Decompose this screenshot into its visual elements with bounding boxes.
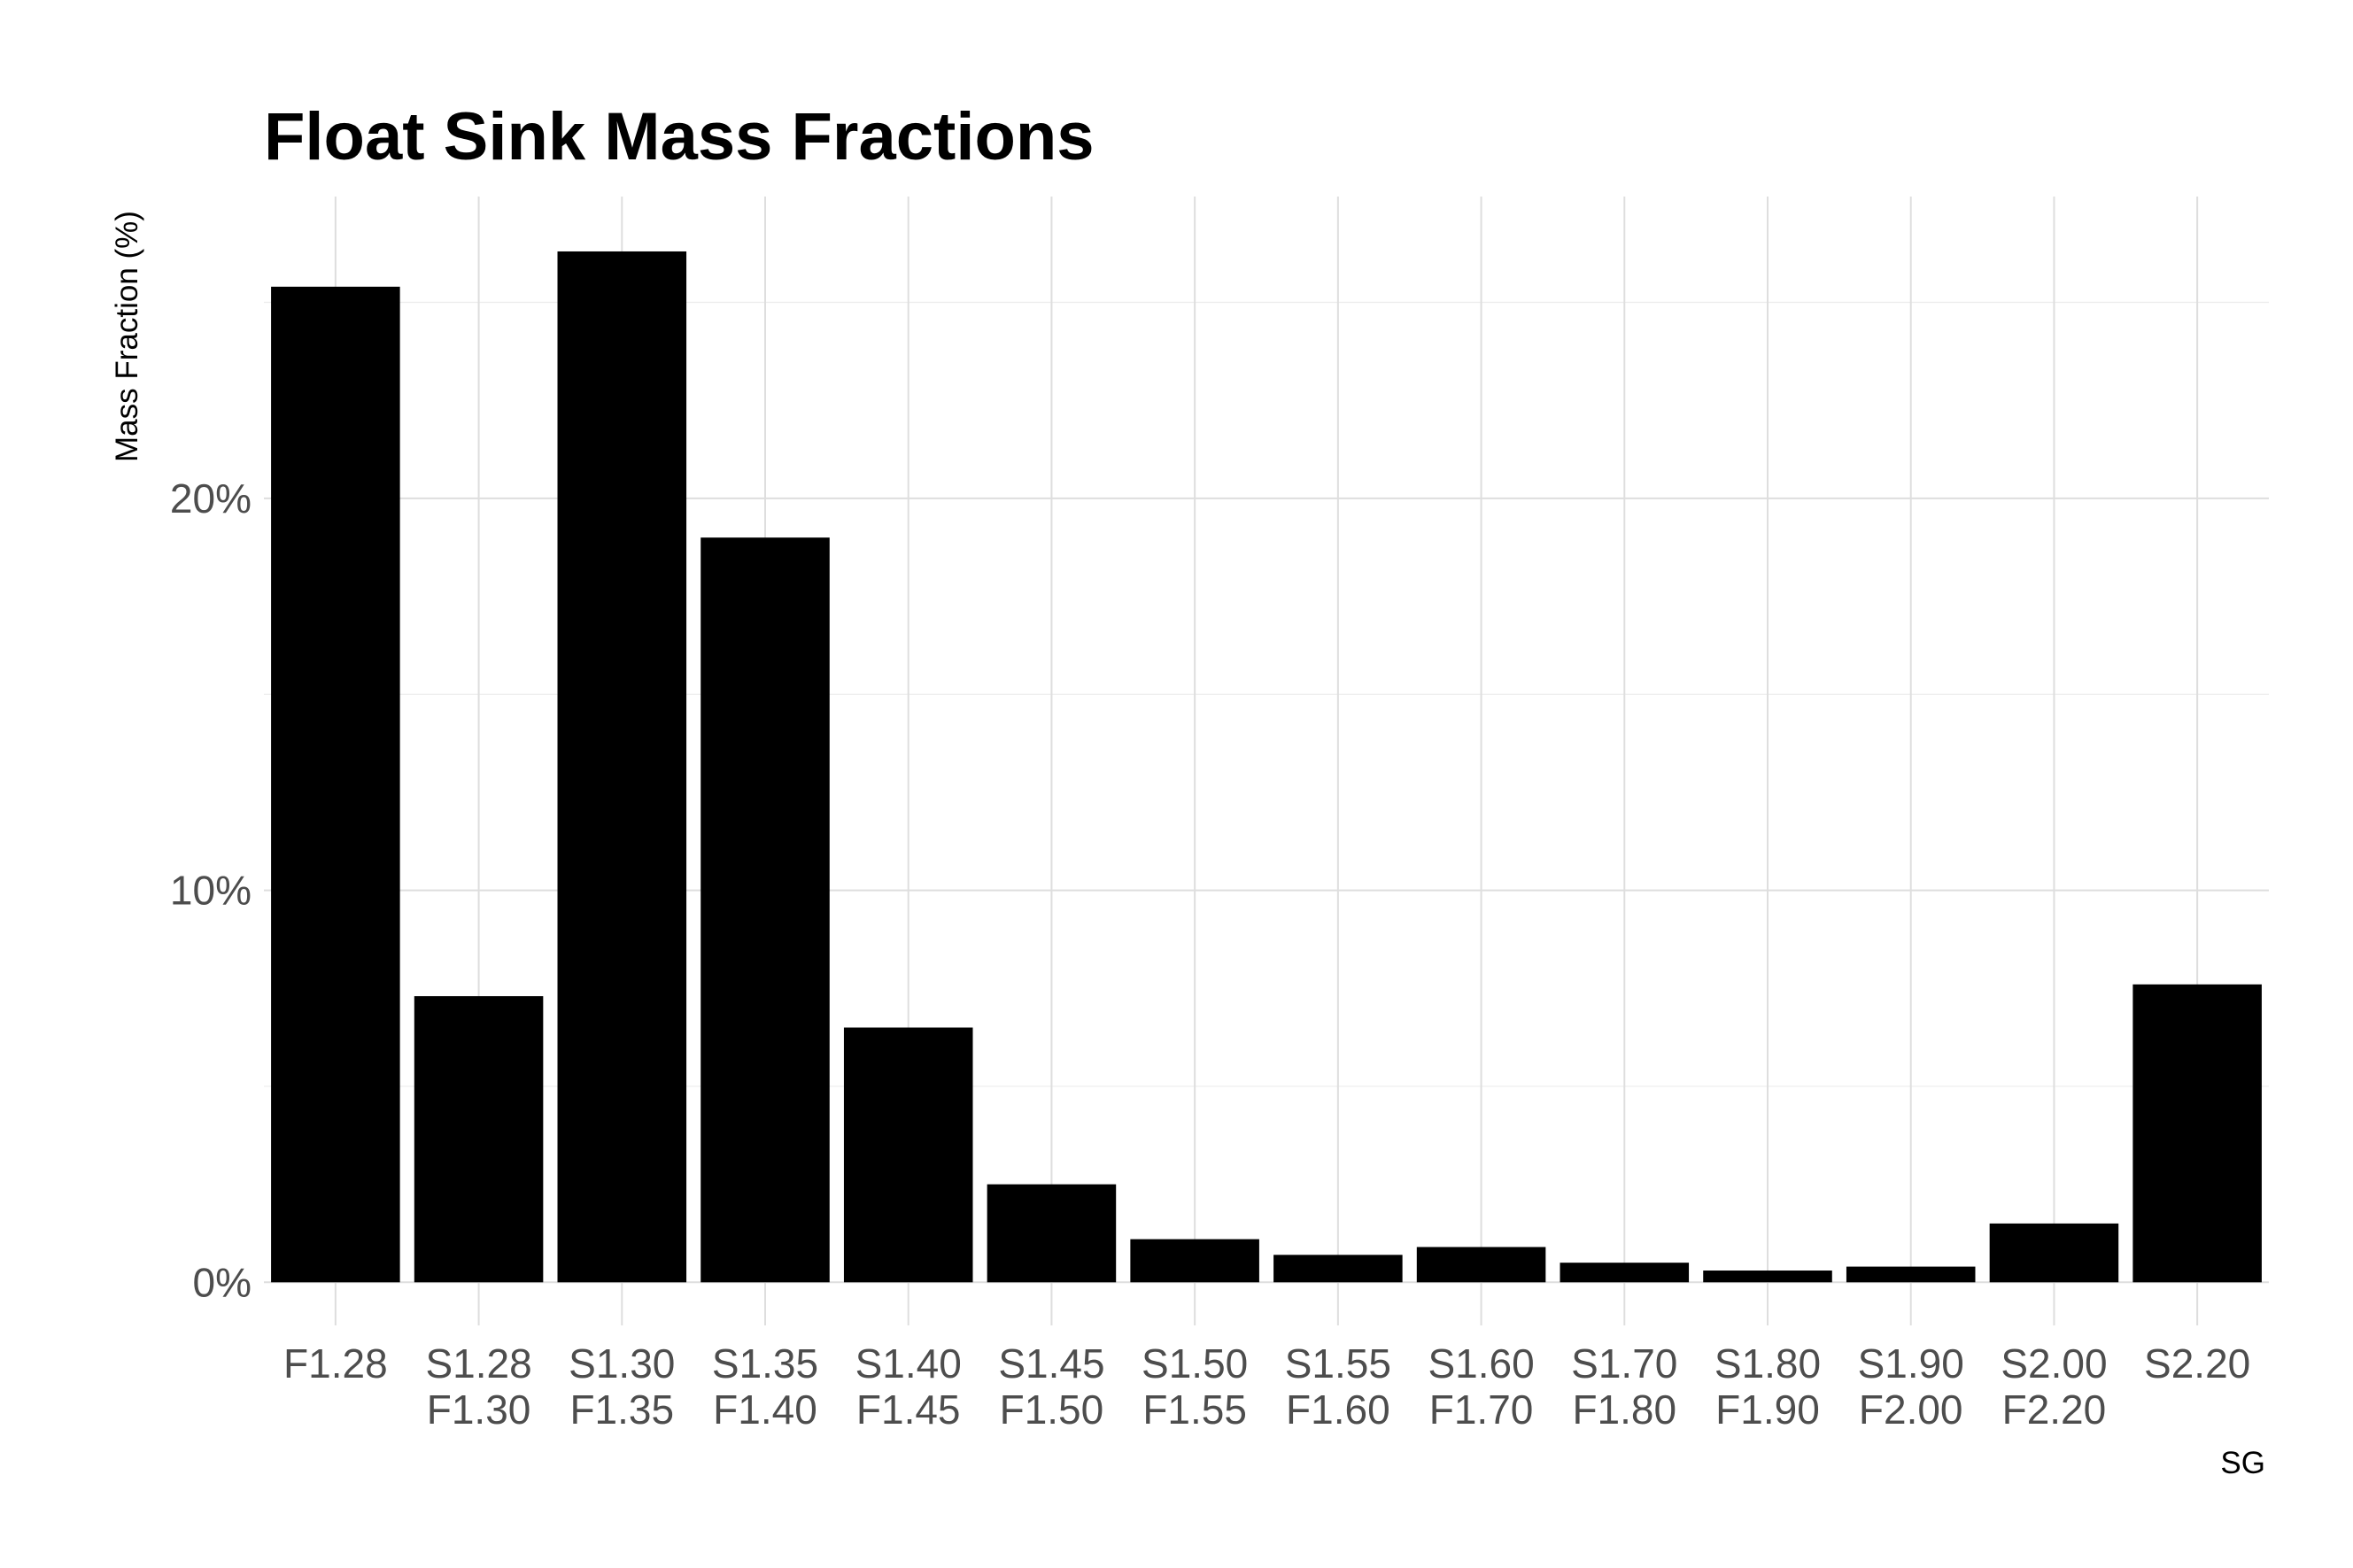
x-tick-label-line: F1.50 <box>1000 1386 1104 1433</box>
bar <box>1989 1223 2119 1283</box>
bar <box>557 251 687 1283</box>
x-tick-label-line: S1.60 <box>1428 1340 1534 1386</box>
x-tick-label-line: S2.20 <box>2144 1340 2250 1386</box>
x-tick-label-line: F1.35 <box>569 1386 674 1433</box>
x-tick-label: S2.00 F2.20 <box>2001 1340 2107 1433</box>
bar <box>1560 1263 1690 1283</box>
bar <box>987 1184 1117 1283</box>
x-tick-label: S1.70 F1.80 <box>1571 1340 1677 1433</box>
x-tick-label: S1.30 F1.35 <box>569 1340 675 1433</box>
x-tick-label-line: F1.80 <box>1572 1386 1676 1433</box>
x-tick-label: S1.60 F1.70 <box>1428 1340 1534 1433</box>
x-tick-label-line: F1.70 <box>1429 1386 1534 1433</box>
bar <box>1703 1271 1832 1283</box>
x-tick-label: S1.40 F1.45 <box>855 1340 962 1433</box>
x-tick-label-line: F2.00 <box>1859 1386 1963 1433</box>
x-tick-label-line: F1.40 <box>713 1386 817 1433</box>
x-tick-label-line: F1.55 <box>1142 1386 1247 1433</box>
x-tick-label: F1.28 <box>283 1340 388 1386</box>
x-tick-label-line: F1.28 <box>283 1340 388 1386</box>
bar <box>843 1027 973 1283</box>
bar <box>271 286 400 1283</box>
y-axis-tick-labels: 0% 10% 20% <box>170 475 252 1305</box>
bar <box>1416 1247 1546 1283</box>
x-tick-label-line: S1.50 <box>1142 1340 1248 1386</box>
x-tick-label-line: S1.30 <box>569 1340 675 1386</box>
x-tick-label: S1.80 F1.90 <box>1714 1340 1821 1433</box>
x-tick-label: S1.55 F1.60 <box>1285 1340 1391 1433</box>
bars <box>271 251 2262 1283</box>
x-tick-label: S1.35 F1.40 <box>712 1340 818 1433</box>
chart-title: Float Sink Mass Fractions <box>264 99 1095 174</box>
x-tick-label-line: S1.28 <box>425 1340 531 1386</box>
x-axis-title: SG <box>2220 1446 2265 1480</box>
x-tick-label-line: S2.00 <box>2001 1340 2107 1386</box>
x-tick-label: S1.28 F1.30 <box>425 1340 531 1433</box>
x-tick-label-line: S1.70 <box>1571 1340 1677 1386</box>
y-tick-label: 0% <box>193 1259 252 1305</box>
y-axis-title: Mass Fraction (%) <box>110 211 144 462</box>
y-tick-label: 20% <box>170 475 252 521</box>
bar <box>1273 1255 1403 1283</box>
y-tick-label: 10% <box>170 868 252 914</box>
bar <box>700 537 830 1283</box>
bar <box>414 996 544 1283</box>
bar <box>2132 984 2262 1283</box>
x-tick-label-line: S1.55 <box>1285 1340 1391 1386</box>
x-tick-label-line: S1.80 <box>1714 1340 1821 1386</box>
bar <box>1846 1266 1976 1283</box>
x-tick-label-line: F1.90 <box>1715 1386 1820 1433</box>
x-tick-label: S1.45 F1.50 <box>998 1340 1104 1433</box>
x-tick-label-line: F1.30 <box>427 1386 531 1433</box>
x-tick-label: S1.90 F2.00 <box>1858 1340 1964 1433</box>
x-tick-label-line: S1.45 <box>998 1340 1104 1386</box>
x-tick-label-line: F2.20 <box>2002 1386 2107 1433</box>
x-tick-label-line: S1.35 <box>712 1340 818 1386</box>
x-tick-label: S1.50 F1.55 <box>1142 1340 1248 1433</box>
bar <box>1130 1239 1259 1283</box>
x-tick-label: S2.20 <box>2144 1340 2250 1386</box>
x-tick-label-line: S1.40 <box>855 1340 962 1386</box>
x-axis-tick-labels: F1.28 S1.28 F1.30 S1.30 F1.35 S1.35 F1.40 S1.40… <box>283 1340 2250 1433</box>
x-tick-label-line: F1.45 <box>856 1386 961 1433</box>
x-tick-label-line: F1.60 <box>1286 1386 1390 1433</box>
x-tick-label-line: S1.90 <box>1858 1340 1964 1386</box>
